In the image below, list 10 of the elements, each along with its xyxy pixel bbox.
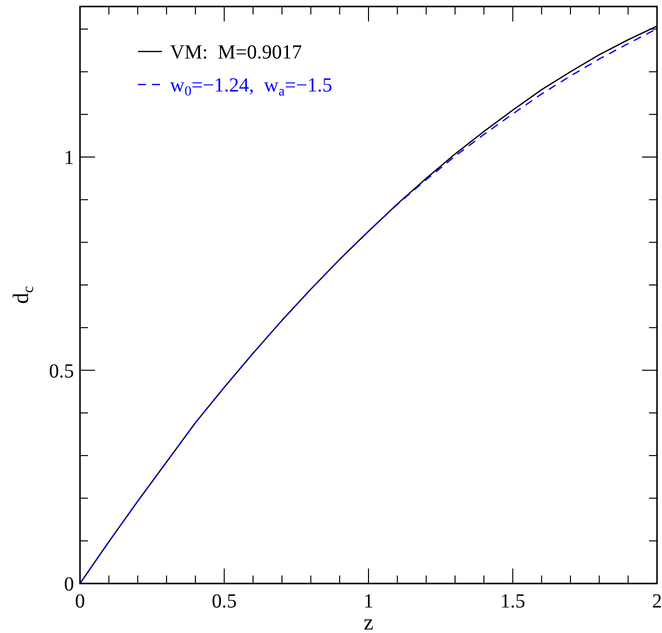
- x-axis-title: z: [364, 610, 374, 633]
- y-tick-label: 0.5: [49, 360, 74, 382]
- legend-label: w$_{0}$=−1.24, w$_{a}$=−1.5: [170, 74, 332, 100]
- x-tick-label: 1: [364, 590, 374, 612]
- x-tick-label: 1.5: [500, 590, 526, 612]
- x-tick-label: 0.5: [212, 590, 237, 612]
- legend-label: VM: M=0.9017: [170, 42, 302, 64]
- y-tick-label: 1: [64, 147, 74, 170]
- x-tick-label: 2: [652, 590, 662, 612]
- y-tick-label: 0: [64, 574, 74, 596]
